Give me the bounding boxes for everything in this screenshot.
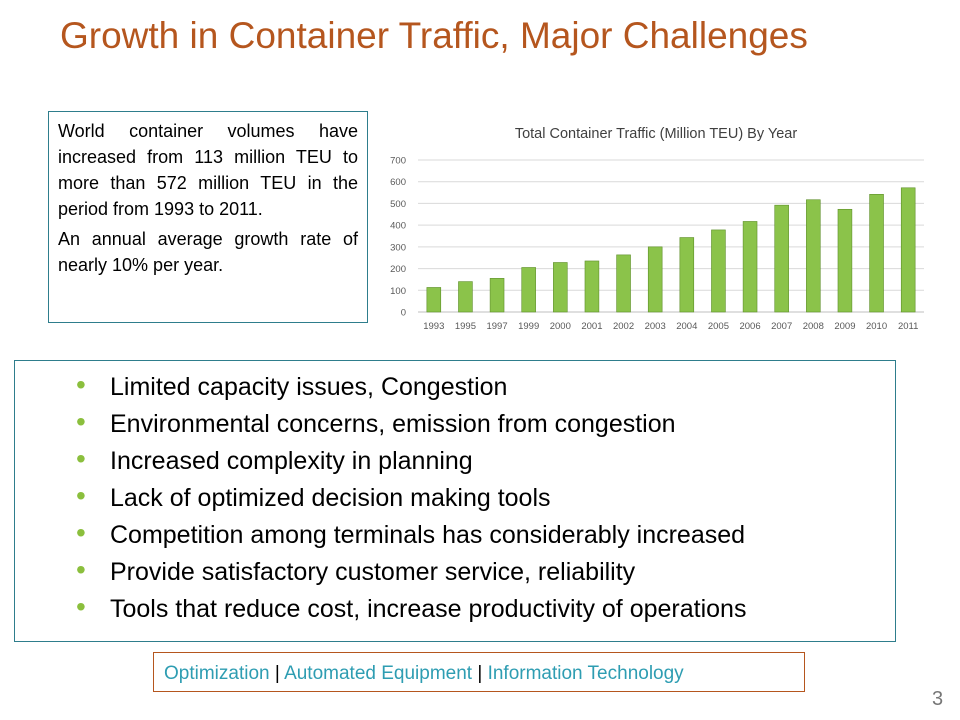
bar-2006 xyxy=(742,221,758,313)
x-tick-label: 2005 xyxy=(708,321,729,332)
x-tick-label: 2001 xyxy=(581,321,602,332)
x-tick-label: 1999 xyxy=(518,321,539,332)
info-box: World container volumes have increased f… xyxy=(48,111,368,323)
list-item: Increased complexity in planning xyxy=(70,441,830,479)
x-tick-label: 2002 xyxy=(613,321,634,332)
bar-2007 xyxy=(774,204,789,313)
bar-1993 xyxy=(426,287,442,313)
bar-2003 xyxy=(647,246,663,313)
bar-1999 xyxy=(521,267,536,313)
bar-2002 xyxy=(616,254,631,313)
bar-1995 xyxy=(458,281,473,313)
info-paragraph-rate: An annual average growth rate of nearly … xyxy=(58,229,358,275)
x-tick-label: 1995 xyxy=(455,321,476,332)
bar-2005 xyxy=(711,229,726,313)
x-tick-label: 2000 xyxy=(550,321,571,332)
bar-1997 xyxy=(489,278,505,313)
bar-2000 xyxy=(553,262,568,313)
bar-2010 xyxy=(869,194,884,313)
list-item: Lack of optimized decision making tools xyxy=(70,478,830,516)
y-tick-label: 100 xyxy=(390,286,406,297)
x-tick-label: 2007 xyxy=(771,321,792,332)
list-item: Environmental concerns, emission from co… xyxy=(70,404,830,442)
challenges-box xyxy=(14,360,896,642)
list-item: Tools that reduce cost, increase product… xyxy=(70,589,830,627)
slide-title: Growth in Container Traffic, Major Chall… xyxy=(60,15,808,56)
footer-separator: | xyxy=(274,663,280,684)
bar-2001 xyxy=(584,260,600,313)
footer-item-optimization: Optimization xyxy=(164,663,270,684)
y-tick-label: 700 xyxy=(390,156,406,167)
x-tick-label: 2003 xyxy=(645,321,666,332)
bar-2008 xyxy=(806,199,821,313)
x-tick-label: 2010 xyxy=(866,321,887,332)
list-item: Competition among terminals has consider… xyxy=(70,515,830,553)
footer-item-information-technology: Information Technology xyxy=(487,663,684,684)
y-tick-label: 200 xyxy=(390,264,406,275)
y-tick-label: 600 xyxy=(390,177,406,188)
footer-box: Optimization | Automated Equipment | Inf… xyxy=(153,652,805,692)
x-tick-label: 2006 xyxy=(739,321,760,332)
y-tick-label: 0 xyxy=(401,308,406,319)
info-paragraph-growth: World container volumes have increased f… xyxy=(58,121,358,219)
chart-title: Total Container Traffic (Million TEU) By… xyxy=(515,126,798,142)
bar-2009 xyxy=(837,208,853,313)
list-item: Limited capacity issues, Congestion xyxy=(70,367,830,405)
x-tick-label: 1997 xyxy=(486,321,507,332)
x-tick-label: 2004 xyxy=(676,321,697,332)
x-tick-label: 2008 xyxy=(803,321,824,332)
bar-2004 xyxy=(679,237,695,313)
footer-item-automated-equipment: Automated Equipment xyxy=(284,663,473,684)
page-number: 3 xyxy=(932,688,944,710)
bar-2011 xyxy=(900,187,916,313)
x-tick-label: 2011 xyxy=(898,321,918,332)
y-tick-label: 300 xyxy=(390,242,406,253)
x-tick-label: 2009 xyxy=(834,321,855,332)
y-tick-label: 400 xyxy=(390,221,406,232)
y-tick-label: 500 xyxy=(390,199,406,210)
list-item: Provide satisfactory customer service, r… xyxy=(70,552,830,590)
footer-separator: | xyxy=(477,663,483,684)
x-tick-label: 1993 xyxy=(423,321,444,332)
challenges-list: Limited capacity issues, Congestion Envi… xyxy=(70,367,830,628)
container-traffic-chart: Total Container Traffic (Million TEU) By… xyxy=(390,126,924,332)
